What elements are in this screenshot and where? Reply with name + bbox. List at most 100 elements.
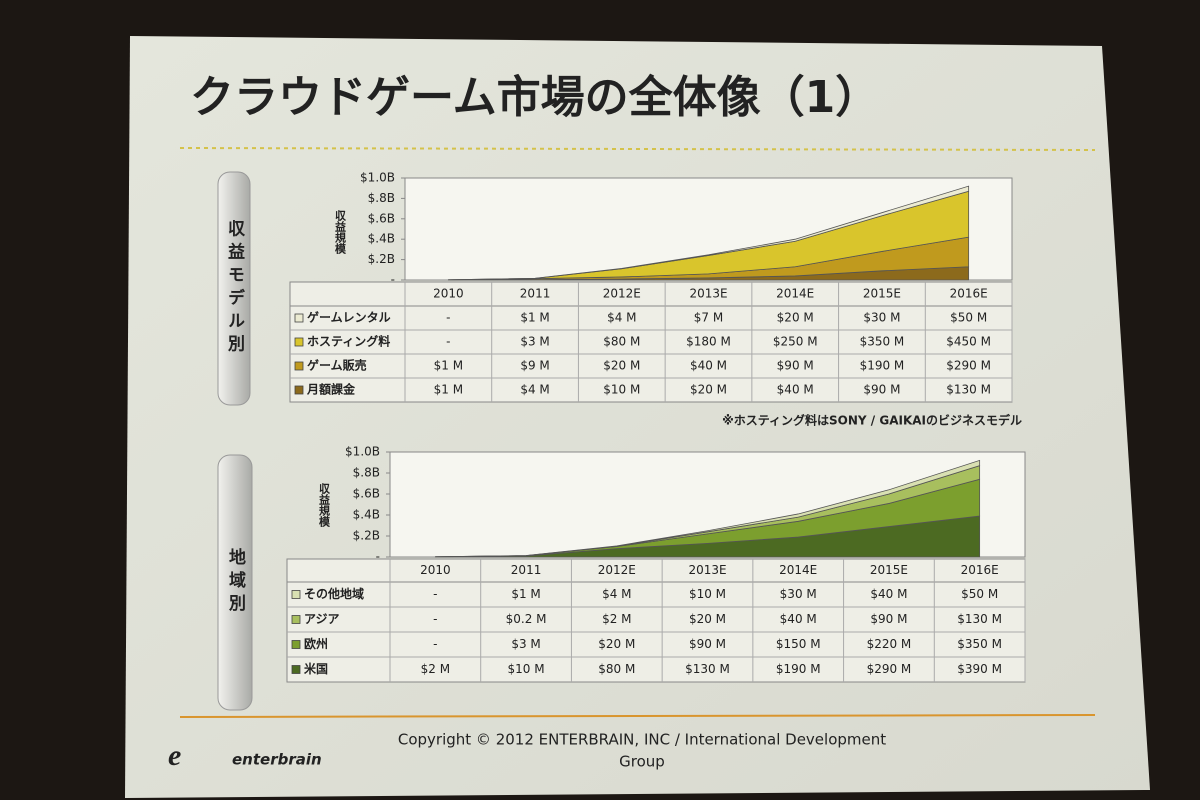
slide-title: クラウドゲーム市場の全体像（1）	[190, 72, 879, 123]
table-value: $4 M	[520, 383, 549, 397]
table-value: $40 M	[777, 383, 814, 397]
table-value: $290 M	[946, 359, 991, 373]
table-value: $3 M	[511, 637, 540, 651]
table-value: $80 M	[603, 335, 640, 349]
area-series	[448, 185, 970, 281]
table-value: $40 M	[780, 612, 817, 626]
table-value: $2 M	[602, 612, 631, 626]
y-tick-label: $.4B	[368, 232, 395, 246]
legend-swatch	[291, 590, 301, 599]
legend-label: ホスティング料	[307, 334, 390, 349]
table-value: -	[433, 587, 437, 601]
table-value: $190 M	[776, 662, 821, 676]
y-tick-label: -	[391, 273, 395, 287]
table-value: $180 M	[686, 335, 731, 349]
y-tick-label: $.2B	[368, 252, 395, 266]
table-value: $40 M	[690, 359, 727, 373]
title-rule	[179, 147, 1096, 151]
table-value: $20 M	[598, 637, 635, 651]
table-value: $130 M	[685, 662, 730, 676]
table-value: $10 M	[689, 587, 726, 601]
category-label: 2015E	[870, 563, 908, 577]
table-value: $0.2 M	[506, 612, 547, 626]
table-value: $4 M	[607, 311, 636, 325]
copyright: Copyright © 2012 ENTERBRAIN, INC / Inter…	[398, 731, 886, 749]
y-tick-label: $.6B	[353, 487, 380, 501]
table-value: $50 M	[950, 311, 987, 325]
side-label: 収益モデル別	[224, 219, 246, 357]
legend-swatch	[291, 615, 301, 624]
y-axis-title: 収益規模	[318, 483, 331, 528]
table-value: $390 M	[957, 662, 1002, 676]
table-value: $50 M	[961, 587, 998, 601]
category-label: 2014E	[779, 563, 817, 577]
table-value: $1 M	[511, 587, 540, 601]
category-label: 2011	[520, 287, 551, 301]
table-value: -	[433, 612, 437, 626]
table-value: $20 M	[690, 383, 727, 397]
table-value: $190 M	[860, 359, 905, 373]
table-value: $150 M	[776, 637, 821, 651]
category-label: 2013E	[688, 563, 726, 577]
table-value: $80 M	[598, 662, 635, 676]
table-value: -	[433, 637, 437, 651]
table-value: $20 M	[689, 612, 726, 626]
legend-swatch	[291, 665, 301, 674]
legend-swatch	[294, 385, 304, 395]
table-value: -	[446, 311, 450, 325]
table-value: $90 M	[863, 383, 900, 397]
category-label: 2012E	[603, 287, 641, 301]
table-value: $130 M	[957, 612, 1002, 626]
category-label: 2016E	[961, 563, 999, 577]
logo-text: enterbrain	[232, 751, 322, 769]
y-axis-title: 収益規模	[334, 210, 347, 255]
table-value: $90 M	[777, 359, 814, 373]
category-label: 2013E	[689, 287, 727, 301]
legend-swatch	[294, 361, 304, 371]
table-value: $10 M	[603, 383, 640, 397]
side-label: 地域別	[225, 547, 247, 617]
table-value: $4 M	[602, 587, 631, 601]
table-value: $220 M	[867, 637, 912, 651]
footer-rule	[179, 714, 1096, 718]
legend-label: アジア	[304, 612, 340, 626]
table-value: $90 M	[689, 637, 726, 651]
table-value: $250 M	[773, 335, 818, 349]
y-tick-label: $1.0B	[345, 445, 380, 459]
table-value: $7 M	[694, 311, 723, 325]
y-tick-label: -	[376, 550, 380, 564]
table-value: -	[446, 335, 450, 349]
table-value: $10 M	[508, 662, 545, 676]
legend-swatch	[294, 337, 304, 347]
side-pill	[217, 171, 251, 406]
side-pill	[217, 454, 253, 711]
table-value: $130 M	[946, 383, 991, 397]
copyright: Group	[619, 753, 665, 771]
table-value: $30 M	[863, 311, 900, 325]
legend-label: 欧州	[304, 636, 328, 651]
area-series	[435, 459, 981, 558]
table-value: $90 M	[870, 612, 907, 626]
table-value: $1 M	[434, 383, 463, 397]
table-value: $1 M	[520, 311, 549, 325]
chart-note: ※ホスティング料はSONY / GAIKAIのビジネスモデル	[722, 413, 1022, 428]
logo-mark: e	[168, 739, 181, 772]
legend-label: その他地域	[304, 586, 364, 601]
table-value: $30 M	[780, 587, 817, 601]
y-tick-label: $.8B	[353, 466, 380, 480]
table-value: $9 M	[520, 359, 549, 373]
table-value: $40 M	[870, 587, 907, 601]
table-value: $3 M	[520, 335, 549, 349]
table-value: $290 M	[867, 662, 912, 676]
table-value: $450 M	[946, 335, 991, 349]
category-label: 2016E	[950, 287, 988, 301]
y-tick-label: $1.0B	[360, 171, 395, 185]
category-label: 2010	[433, 287, 464, 301]
legend-swatch	[291, 640, 301, 649]
table-value: $1 M	[434, 359, 463, 373]
table-value: $2 M	[421, 662, 450, 676]
table-value: $350 M	[860, 335, 905, 349]
table-value: $20 M	[777, 311, 814, 325]
legend-label: 月額課金	[306, 382, 356, 397]
